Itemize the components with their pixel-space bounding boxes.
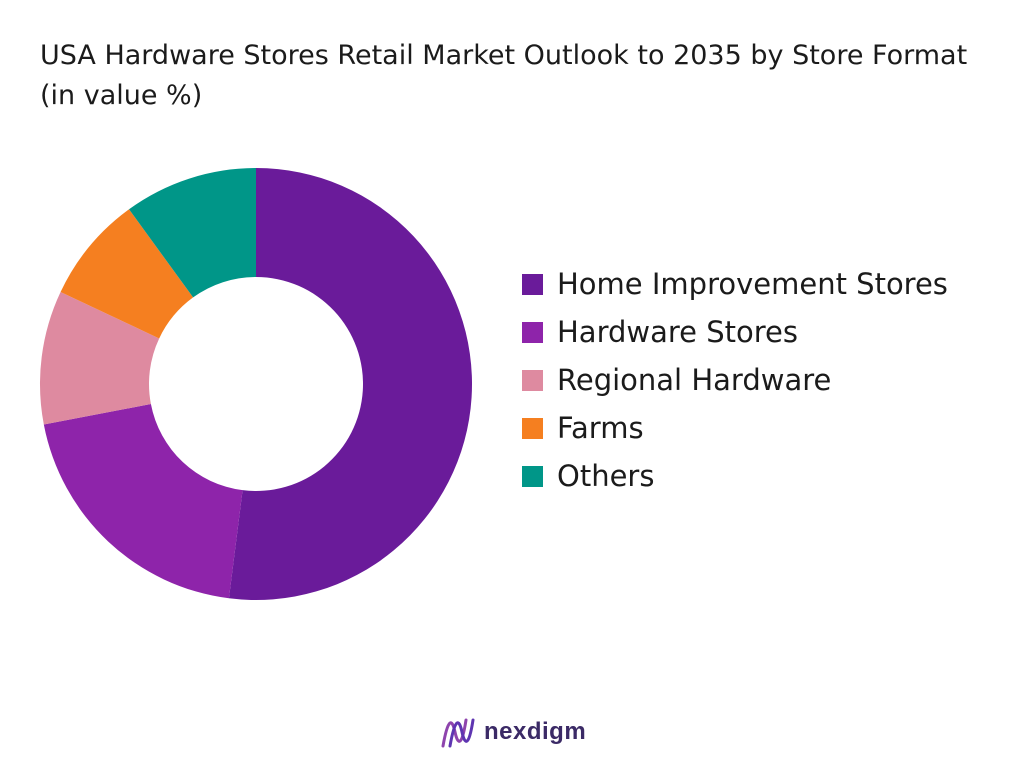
legend-swatch [522,273,543,295]
legend-label: Home Improvement Stores [557,267,948,301]
legend-swatch [522,369,543,391]
donut-slice-home-improvement-stores [228,168,472,600]
donut-slice-regional-hardware [40,292,160,425]
legend-swatch [522,417,543,439]
donut-slice-farms [60,209,194,339]
donut-slice-hardware-stores [43,404,243,599]
legend-label: Others [557,459,655,493]
chart-title: USA Hardware Stores Retail Market Outloo… [40,40,968,111]
legend-item-farms: Farms [522,404,948,452]
legend-label: Farms [557,411,644,445]
legend-swatch [522,465,543,487]
legend-item-home-improvement: Home Improvement Stores [522,260,948,308]
nexdigm-wave-icon [441,718,475,748]
brand-logo: nexdigm [440,714,586,750]
legend-item-hardware-stores: Hardware Stores [522,308,948,356]
donut-chart [40,168,472,600]
legend-swatch [522,321,543,343]
legend-label: Hardware Stores [557,315,798,349]
legend-label: Regional Hardware [557,363,832,397]
legend-item-others: Others [522,452,948,500]
brand-name: nexdigm [484,718,587,745]
donut-slice-others [129,168,256,298]
chart-legend: Home Improvement Stores Hardware Stores … [522,260,948,500]
legend-item-regional-hardware: Regional Hardware [522,356,948,404]
